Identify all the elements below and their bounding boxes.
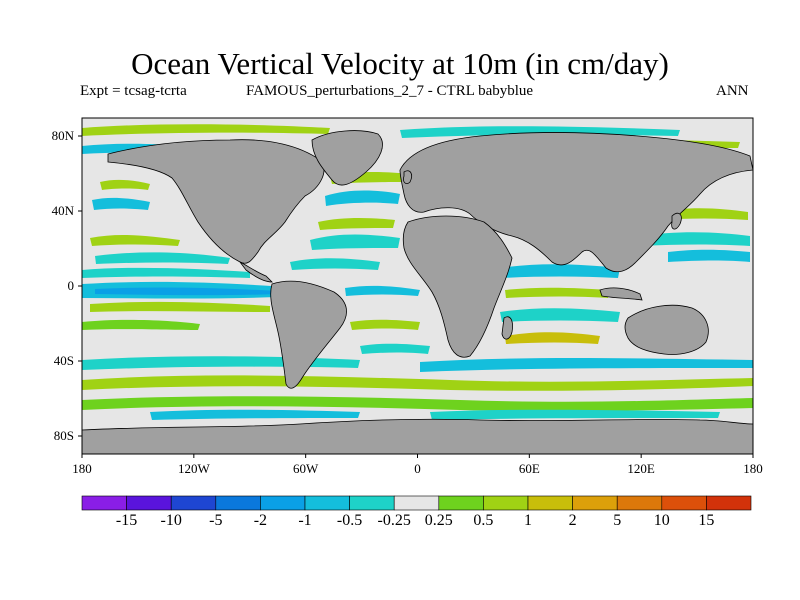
- colorbar-swatch: [572, 495, 618, 511]
- velocity-contour: [640, 232, 750, 246]
- colorbar-label: 10: [653, 512, 670, 529]
- velocity-contour: [95, 287, 280, 296]
- australia: [624, 304, 709, 355]
- velocity-contour: [318, 218, 395, 230]
- lon-tick-label: 120W: [177, 461, 210, 476]
- central-america: [239, 261, 273, 283]
- velocity-contour: [82, 267, 250, 278]
- velocity-contour: [290, 258, 380, 270]
- colorbar-swatch: [349, 495, 395, 511]
- season-label: ANN: [716, 83, 749, 99]
- south-america: [270, 280, 347, 389]
- british-isles: [403, 170, 412, 184]
- velocity-contour: [150, 409, 360, 420]
- lon-tick-label: 60E: [518, 461, 540, 476]
- velocity-contour: [82, 319, 200, 330]
- colorbar-label: -0.25: [377, 512, 411, 529]
- colorbar-label: 2: [568, 512, 577, 529]
- indonesia: [599, 287, 643, 301]
- velocity-contour: [345, 285, 420, 296]
- velocity-contour: [360, 343, 430, 354]
- colorbar-swatch: [438, 495, 484, 511]
- lat-tick-label: 40S: [53, 353, 74, 368]
- velocity-contour: [325, 190, 400, 206]
- madagascar: [501, 316, 513, 340]
- velocity-contour: [505, 332, 600, 344]
- run-label: FAMOUS_perturbations_2_7 - CTRL babyblue: [246, 83, 534, 99]
- lat-tick-label: 80S: [53, 428, 74, 443]
- lon-tick-label: 180: [743, 461, 763, 476]
- velocity-contour: [92, 197, 150, 210]
- antarctica: [82, 418, 753, 454]
- colorbar-label: -15: [115, 512, 138, 529]
- colorbar: [81, 495, 752, 511]
- colorbar-label: -2: [253, 512, 268, 529]
- colorbar-label: -10: [160, 512, 182, 529]
- experiment-label: Expt = tcsag-tcrta: [80, 83, 187, 99]
- colorbar-swatch: [304, 495, 350, 511]
- colorbar-label: 5: [613, 512, 622, 529]
- axis-ticks: [78, 135, 754, 458]
- lon-tick-label: 0: [414, 461, 421, 476]
- velocity-contour: [420, 358, 753, 372]
- velocity-contour: [500, 308, 620, 322]
- land-masses: [82, 130, 753, 454]
- greenland: [311, 130, 383, 186]
- japan: [671, 212, 682, 230]
- velocity-contour: [82, 396, 753, 411]
- colorbar-swatch: [706, 495, 752, 511]
- lon-tick-label: 60W: [293, 461, 319, 476]
- colorbar-swatch: [527, 495, 573, 511]
- map-panel: [82, 118, 753, 454]
- colorbar-swatch: [215, 495, 261, 511]
- velocity-contour: [100, 179, 150, 190]
- plot-title: Ocean Vertical Velocity at 10m (in cm/da…: [131, 46, 669, 81]
- velocity-field: [82, 124, 753, 420]
- velocity-contour: [95, 252, 230, 264]
- lon-tick-label: 180: [72, 461, 92, 476]
- colorbar-label: 15: [698, 512, 715, 529]
- north-america: [107, 139, 325, 264]
- lat-tick-label: 0: [67, 278, 75, 293]
- africa: [402, 215, 513, 358]
- colorbar-swatch: [483, 495, 529, 511]
- lat-tick-label: 40N: [51, 203, 74, 218]
- colorbar-label: 1: [524, 512, 532, 529]
- lon-tick-label: 120E: [627, 461, 655, 476]
- colorbar-swatch: [616, 495, 663, 511]
- velocity-contour: [430, 409, 720, 420]
- velocity-contour: [310, 234, 400, 250]
- velocity-contour: [400, 126, 680, 138]
- colorbar-swatch: [260, 495, 306, 511]
- velocity-contour: [90, 234, 180, 246]
- eurasia: [399, 131, 753, 273]
- colorbar-swatch: [170, 495, 217, 511]
- colorbar-label: -0.5: [336, 512, 363, 529]
- colorbar-swatch: [81, 495, 127, 511]
- velocity-contour: [668, 249, 750, 262]
- colorbar-swatch: [126, 495, 172, 511]
- velocity-contour: [500, 264, 620, 278]
- velocity-contour: [90, 301, 270, 312]
- velocity-contour: [82, 124, 330, 136]
- colorbar-label: -1: [298, 512, 312, 529]
- lat-tick-label: 80N: [51, 128, 74, 143]
- velocity-contour: [505, 287, 610, 298]
- velocity-contour: [350, 319, 420, 330]
- velocity-contour: [82, 375, 753, 391]
- colorbar-label: 0.25: [424, 512, 453, 529]
- colorbar-swatch: [393, 495, 440, 511]
- colorbar-label: 0.5: [473, 512, 494, 529]
- colorbar-label: -5: [209, 512, 223, 529]
- colorbar-swatch: [661, 495, 707, 511]
